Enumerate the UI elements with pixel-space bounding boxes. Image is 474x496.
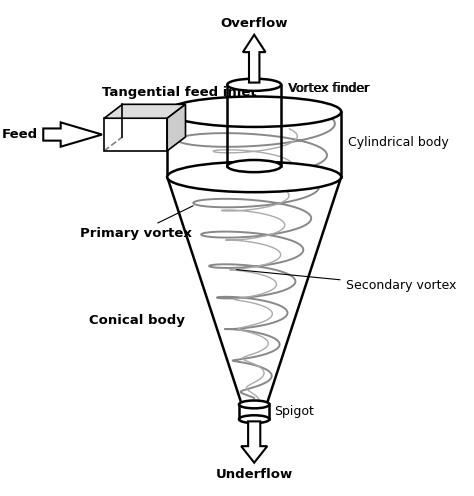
Polygon shape [241, 422, 267, 463]
Ellipse shape [167, 97, 341, 127]
Polygon shape [243, 35, 265, 82]
Text: Spigot: Spigot [274, 405, 314, 418]
Polygon shape [104, 104, 185, 118]
Text: Overflow: Overflow [220, 16, 288, 30]
Polygon shape [104, 118, 167, 151]
Ellipse shape [227, 79, 281, 91]
Text: Conical body: Conical body [89, 314, 185, 327]
Text: Underflow: Underflow [216, 468, 293, 481]
Ellipse shape [239, 400, 269, 408]
Text: Vortex finder: Vortex finder [289, 82, 370, 95]
Polygon shape [43, 123, 102, 147]
Polygon shape [167, 104, 185, 151]
Text: Secondary vortex: Secondary vortex [237, 270, 456, 292]
Ellipse shape [239, 415, 269, 423]
Text: Primary vortex: Primary vortex [80, 206, 193, 240]
Ellipse shape [227, 160, 281, 172]
Ellipse shape [167, 162, 341, 192]
Text: Tangential feed inlet: Tangential feed inlet [102, 86, 256, 99]
Text: Vortex finder: Vortex finder [288, 82, 368, 95]
Text: Cylindrical body: Cylindrical body [341, 136, 448, 149]
Text: Feed: Feed [2, 128, 38, 141]
